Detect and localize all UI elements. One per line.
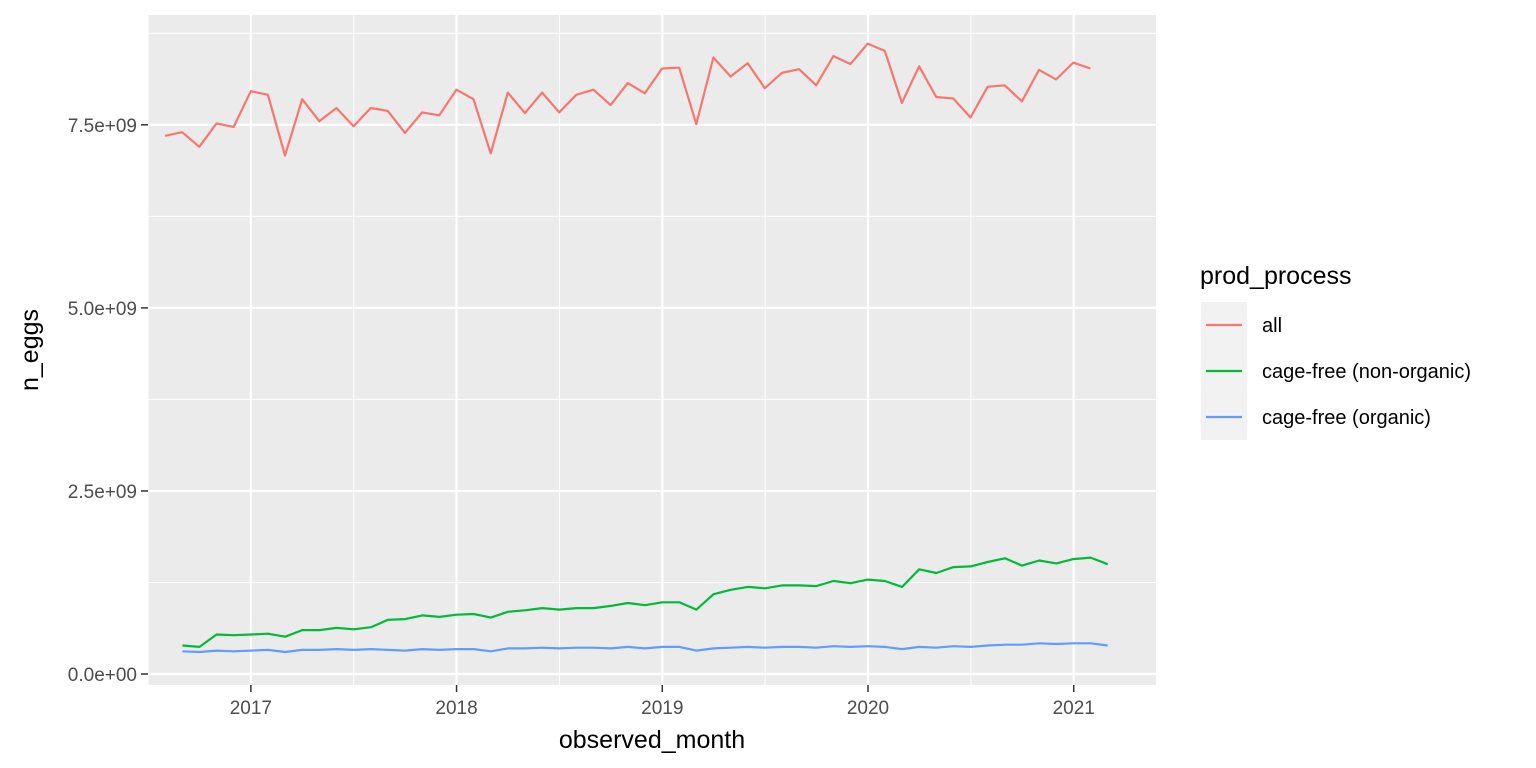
x-tick-label: 2020 <box>847 698 889 719</box>
y-axis: 0.0e+00 2.5e+09 5.0e+09 7.5e+09 <box>68 116 148 686</box>
legend: prod_process all cage-free (non-organic) c… <box>1200 262 1471 440</box>
x-tick-label: 2021 <box>1053 698 1095 719</box>
x-tick-label: 2017 <box>230 698 272 719</box>
y-tick-label: 5.0e+09 <box>68 299 137 320</box>
major-gridlines <box>148 15 1156 685</box>
y-tick-label: 2.5e+09 <box>68 482 137 503</box>
x-axis: 2017 2018 2019 2020 2021 <box>230 685 1095 719</box>
series-line-cage-free-organic <box>182 642 1108 654</box>
legend-label: all <box>1262 315 1282 337</box>
y-tick-label: 0.0e+00 <box>68 665 137 686</box>
x-tick-label: 2019 <box>641 698 683 719</box>
y-axis-title: n_eggs <box>16 309 44 391</box>
x-axis-title: observed_month <box>559 726 745 754</box>
y-tick-label: 7.5e+09 <box>68 116 137 137</box>
legend-label: cage-free (non-organic) <box>1262 361 1471 383</box>
legend-label: cage-free (organic) <box>1262 407 1431 429</box>
legend-title: prod_process <box>1200 262 1351 290</box>
series-line-cage-free-non-organic <box>182 556 1109 649</box>
series-line-all <box>164 42 1091 157</box>
plot-panel <box>148 15 1156 685</box>
x-tick-label: 2018 <box>435 698 477 719</box>
series-layer <box>164 42 1109 654</box>
